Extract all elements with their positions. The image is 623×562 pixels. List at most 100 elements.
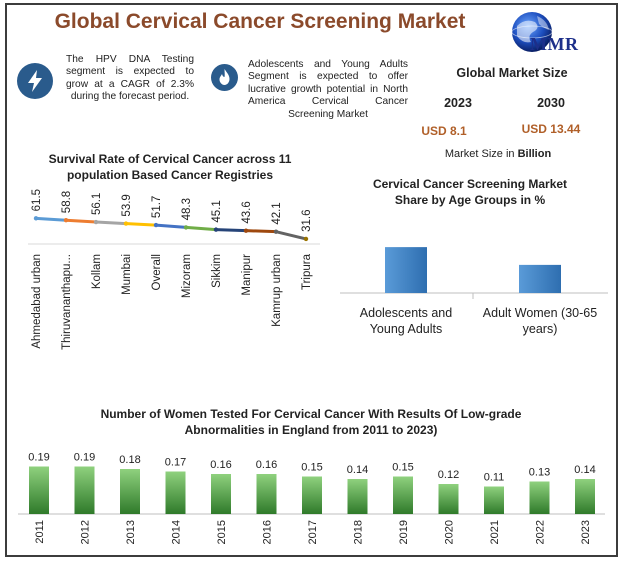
women-chart-title: Number of Women Tested For Cervical Canc… <box>101 407 522 421</box>
survival-value-label: 48.3 <box>181 198 193 220</box>
survival-line-segment <box>124 222 158 227</box>
women-bar <box>347 479 368 514</box>
women-value-label: 0.17 <box>165 457 186 469</box>
age-share-chart-title: Cervical Cancer Screening Market Share b… <box>372 177 568 207</box>
survival-line-segment <box>274 230 308 241</box>
women-bar <box>29 466 49 514</box>
women-year-label: 2023 <box>580 520 592 544</box>
women-value-label: 0.15 <box>392 462 413 474</box>
survival-point <box>303 236 309 242</box>
women-value-label: 0.14 <box>574 464 595 476</box>
survival-line-segment <box>64 218 98 224</box>
survival-point <box>33 216 39 221</box>
flame-icon <box>211 64 238 91</box>
survival-line-segment <box>244 229 278 234</box>
women-value-label: 0.11 <box>484 472 505 484</box>
survival-point <box>93 219 99 225</box>
women-year-label: 2013 <box>125 520 137 544</box>
page-title: Global Cervical Cancer Screening Market <box>54 10 466 33</box>
women-bar <box>484 486 504 514</box>
fact-hpv-cagr: The HPV DNA Testing segment is expected … <box>66 54 194 103</box>
survival-category-label: Overall <box>151 254 163 290</box>
survival-value-label: 31.6 <box>301 210 313 232</box>
women-value-label: 0.19 <box>28 452 49 464</box>
fact-adolescents-segment: Adolescents and Young Adults Segment is … <box>248 59 408 120</box>
market-size-title: Global Market Size <box>456 66 568 80</box>
infographic-frame <box>5 3 618 557</box>
women-bar <box>74 466 95 514</box>
survival-point <box>273 229 279 234</box>
market-size-note: Market Size in Billion <box>444 148 552 160</box>
share-bar <box>519 264 561 293</box>
survival-value-label: 56.1 <box>91 193 103 215</box>
share-category-label: Adolescents and <box>360 306 452 320</box>
survival-point <box>213 227 219 232</box>
survival-line-segment <box>34 216 68 222</box>
women-year-label: 2022 <box>535 520 547 544</box>
survival-value-label: 43.6 <box>241 201 253 223</box>
women-value-label: 0.16 <box>256 459 277 471</box>
women-year-label: 2020 <box>444 520 456 544</box>
women-bar <box>393 476 413 514</box>
women-value-label: 0.12 <box>438 469 459 481</box>
women-bar <box>256 474 277 514</box>
women-value-label: 0.19 <box>74 452 95 464</box>
women-year-label: 2011 <box>34 520 46 544</box>
survival-category-label: Mizoram <box>181 254 193 298</box>
market-value-2023: USD 8.1 <box>421 124 467 138</box>
women-value-label: 0.18 <box>119 454 140 466</box>
women-year-label: 2015 <box>216 520 228 544</box>
women-year-label: 2018 <box>353 520 365 544</box>
survival-chart-title: Survival Rate of Cervical Cancer across … <box>48 152 292 182</box>
survival-point <box>63 218 69 223</box>
survival-point <box>123 221 129 226</box>
logo-text: MMR <box>530 34 579 54</box>
women-bar <box>120 469 140 514</box>
survival-point <box>243 228 249 233</box>
share-category-label: Adult Women (30-65 <box>483 306 597 320</box>
women-year-label: 2021 <box>489 520 501 544</box>
share-category-label: years) <box>523 322 558 336</box>
share-category-label: Young Adults <box>370 322 443 336</box>
survival-value-label: 53.9 <box>121 194 133 216</box>
women-value-label: 0.15 <box>301 462 322 474</box>
market-year-2030: 2030 <box>537 96 565 110</box>
women-year-label: 2014 <box>171 520 183 544</box>
women-year-label: 2019 <box>398 520 410 544</box>
survival-value-label: 58.8 <box>61 191 73 213</box>
share-bar <box>385 247 427 293</box>
women-bar <box>438 484 459 514</box>
lightning-bolt-icon <box>17 63 53 99</box>
women-chart-title: Abnormalities in England from 2011 to 20… <box>185 423 438 437</box>
women-value-label: 0.14 <box>347 464 368 476</box>
women-bar <box>165 471 186 514</box>
market-value-2030: USD 13.44 <box>521 122 581 136</box>
survival-category-label: Kamrup urban <box>271 254 283 327</box>
survival-category-label: Sikkim <box>211 254 223 288</box>
women-value-label: 0.13 <box>529 467 550 479</box>
women-bar <box>302 476 322 514</box>
survival-rate-line-chart: 61.5 Ahmedabad urban 58.8 Thiruvananthapu..… <box>28 189 320 350</box>
women-bar <box>529 481 550 514</box>
market-year-2023: 2023 <box>444 96 472 110</box>
survival-line-segment <box>214 228 248 233</box>
globe-logo-icon <box>511 12 553 52</box>
women-year-label: 2012 <box>80 520 92 544</box>
survival-line-segment <box>154 223 188 229</box>
women-bar <box>575 479 595 514</box>
survival-category-label: Mumbai <box>121 254 133 295</box>
women-year-label: 2016 <box>262 520 274 544</box>
survival-category-label: Ahmedabad urban <box>31 254 43 349</box>
women-bar <box>211 474 231 514</box>
women-value-label: 0.16 <box>210 459 231 471</box>
survival-value-label: 45.1 <box>211 200 223 222</box>
survival-value-label: 51.7 <box>151 196 163 218</box>
women-tested-bar-chart: Number of Women Tested For Cervical Canc… <box>18 407 605 544</box>
survival-line-segment <box>184 225 218 232</box>
survival-point <box>183 225 189 230</box>
survival-value-label: 42.1 <box>271 202 283 224</box>
women-year-label: 2017 <box>307 520 319 544</box>
survival-point <box>153 222 159 228</box>
survival-line-segment <box>94 220 128 226</box>
survival-category-label: Manipur <box>241 254 253 296</box>
